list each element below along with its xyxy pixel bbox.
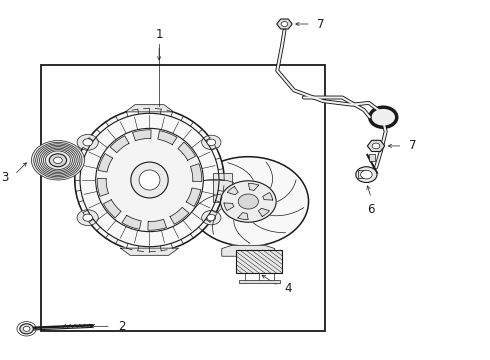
Polygon shape	[110, 136, 129, 153]
Circle shape	[53, 157, 62, 163]
Circle shape	[356, 167, 377, 183]
Polygon shape	[263, 193, 272, 200]
Polygon shape	[191, 164, 202, 181]
Bar	[239, 280, 280, 283]
Polygon shape	[121, 248, 178, 255]
Circle shape	[23, 326, 30, 331]
Ellipse shape	[139, 170, 160, 190]
Polygon shape	[125, 105, 173, 112]
Circle shape	[202, 211, 221, 225]
Circle shape	[238, 194, 258, 209]
Circle shape	[31, 140, 84, 180]
Text: 3: 3	[1, 171, 8, 184]
Circle shape	[49, 154, 67, 167]
Circle shape	[374, 110, 393, 125]
Circle shape	[207, 215, 216, 221]
Circle shape	[202, 135, 221, 149]
Bar	[41, 65, 325, 330]
Text: 2: 2	[118, 320, 125, 333]
Ellipse shape	[75, 108, 224, 252]
Polygon shape	[186, 188, 201, 206]
Circle shape	[77, 134, 98, 150]
Circle shape	[83, 139, 93, 146]
Ellipse shape	[96, 129, 203, 231]
Text: 7: 7	[317, 18, 325, 31]
Text: 6: 6	[368, 203, 375, 216]
Circle shape	[220, 181, 276, 222]
Polygon shape	[227, 186, 238, 195]
Polygon shape	[148, 219, 167, 230]
Polygon shape	[133, 130, 151, 141]
Polygon shape	[97, 179, 108, 196]
Polygon shape	[222, 246, 275, 256]
Polygon shape	[170, 207, 189, 224]
Polygon shape	[158, 131, 177, 145]
Circle shape	[20, 324, 33, 334]
Polygon shape	[248, 183, 259, 190]
Bar	[213, 173, 232, 202]
Polygon shape	[103, 200, 121, 218]
Bar	[369, 154, 375, 161]
Circle shape	[207, 139, 216, 145]
Ellipse shape	[131, 162, 168, 198]
Text: 1: 1	[155, 28, 163, 41]
Circle shape	[372, 143, 380, 149]
Polygon shape	[258, 208, 270, 216]
Polygon shape	[178, 142, 196, 160]
Circle shape	[83, 214, 93, 221]
Polygon shape	[122, 215, 141, 229]
Bar	[236, 250, 282, 273]
Circle shape	[361, 170, 372, 179]
Polygon shape	[238, 212, 248, 220]
Circle shape	[370, 107, 397, 127]
Text: 4: 4	[285, 282, 292, 295]
Text: 7: 7	[409, 139, 416, 152]
Text: 5: 5	[162, 192, 169, 204]
Polygon shape	[98, 154, 113, 172]
Circle shape	[77, 210, 98, 226]
Circle shape	[188, 157, 309, 246]
Bar	[358, 170, 367, 178]
Circle shape	[281, 22, 288, 27]
Polygon shape	[224, 203, 234, 211]
